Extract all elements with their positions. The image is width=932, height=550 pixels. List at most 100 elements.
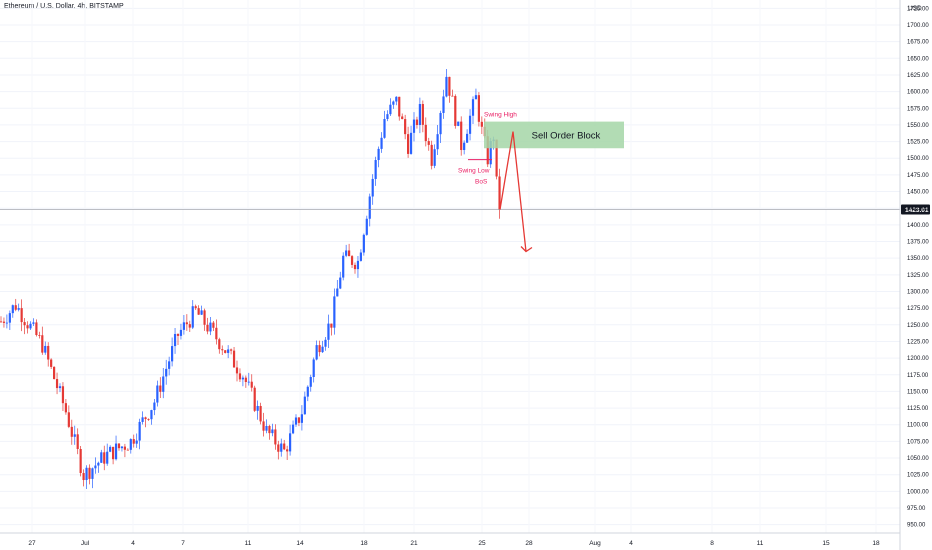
candle-body — [38, 335, 41, 336]
candle-body — [466, 133, 469, 143]
y-tick-label: 1300.00 — [907, 289, 929, 295]
candle-body — [85, 467, 88, 481]
candle-body — [32, 322, 35, 324]
candle-body — [173, 333, 177, 347]
y-tick-label: 1600.00 — [907, 90, 929, 96]
candle-body — [356, 260, 360, 270]
candle-body — [106, 451, 109, 464]
sell-order-block[interactable] — [484, 121, 624, 149]
y-tick-label: 1375.00 — [907, 240, 929, 246]
candle-body — [439, 112, 442, 135]
candle-body — [386, 114, 389, 119]
x-tick-label: 8 — [710, 540, 714, 547]
candle-body — [129, 439, 132, 450]
candle-body — [35, 322, 38, 336]
candle-body — [206, 324, 209, 332]
candle-body — [348, 250, 351, 257]
y-tick-label: 1075.00 — [907, 439, 929, 445]
candle-body — [474, 95, 478, 100]
candle-body — [91, 468, 94, 479]
candle-body — [171, 346, 174, 362]
chart-title: Ethereum / U.S. Dollar, 4h, BITSTAMP — [4, 3, 124, 10]
annotation-layer: 1423.01 Sell Order Block Swing High Swing L… — [0, 112, 930, 253]
candle-body — [53, 366, 56, 380]
candle-body — [442, 96, 445, 113]
candle-body — [303, 396, 306, 415]
candle-body — [300, 414, 303, 423]
candle-body — [345, 250, 348, 256]
x-tick-label: 25 — [478, 540, 486, 547]
candle-body — [126, 449, 129, 451]
candle-body — [203, 310, 206, 325]
y-tick-label: 1250.00 — [907, 323, 929, 329]
x-tick-label: 18 — [360, 540, 368, 547]
y-tick-label: 1675.00 — [907, 40, 929, 46]
candle-body — [412, 119, 416, 133]
candle-body — [179, 329, 183, 336]
candle-body — [436, 134, 439, 150]
candle-body — [365, 218, 368, 235]
y-tick-label: 1325.00 — [907, 273, 929, 279]
candle-body — [253, 387, 256, 411]
price-grid — [0, 7, 900, 526]
candle-body — [212, 322, 215, 328]
candle-body — [297, 417, 301, 423]
candle-body — [61, 386, 65, 404]
candle-body — [495, 139, 498, 177]
candle-body — [468, 115, 472, 134]
candle-body — [20, 308, 23, 323]
candle-body — [401, 116, 404, 120]
candle-body — [280, 443, 283, 452]
candle-body — [451, 95, 454, 97]
candles-layer — [0, 69, 501, 489]
candle-body — [480, 121, 483, 127]
candle-body — [489, 141, 492, 165]
x-tick-label: Aug — [589, 540, 601, 547]
candle-body — [144, 417, 147, 420]
y-tick-label: 950.00 — [907, 523, 926, 529]
x-tick-label: 27 — [28, 540, 36, 547]
candle-body — [14, 305, 17, 310]
candle-body — [342, 255, 345, 278]
candle-body — [94, 465, 97, 469]
x-tick-label: 7 — [181, 540, 185, 547]
y-tick-label: 1200.00 — [907, 356, 929, 362]
order-block-label: Sell Order Block — [532, 130, 601, 141]
y-tick-label: 1475.00 — [907, 173, 929, 179]
y-tick-label: 1625.00 — [907, 73, 929, 79]
candle-body — [415, 119, 419, 125]
y-tick-label: 1725.00 — [907, 6, 929, 12]
candle-body — [291, 424, 295, 434]
candle-body — [359, 252, 362, 261]
y-tick-label: 1150.00 — [907, 389, 929, 395]
candle-body — [218, 339, 221, 350]
candle-body — [377, 148, 380, 161]
candle-body — [289, 433, 292, 452]
candle-body — [424, 124, 427, 142]
x-tick-label: 14 — [296, 540, 304, 547]
candle-body — [41, 335, 44, 353]
candle-body — [79, 448, 82, 474]
candle-body — [374, 160, 377, 179]
candle-body — [17, 308, 20, 310]
candle-body — [188, 324, 191, 328]
candle-body — [445, 76, 448, 97]
candle-body — [315, 345, 318, 360]
candle-body — [194, 306, 197, 309]
candle-body — [327, 323, 330, 340]
y-tick-label: 1125.00 — [907, 406, 929, 412]
candle-body — [454, 96, 457, 126]
candle-body — [283, 443, 286, 450]
candle-body — [294, 417, 298, 425]
candle-body — [433, 149, 436, 166]
candle-body — [224, 350, 227, 353]
candle-body — [265, 425, 268, 431]
candle-body — [430, 144, 433, 166]
y-tick-label: 1000.00 — [907, 489, 929, 495]
x-tick-label: 11 — [757, 540, 764, 547]
y-tick-label: 1700.00 — [907, 23, 929, 29]
candle-body — [88, 467, 91, 479]
candle-body — [371, 178, 374, 197]
